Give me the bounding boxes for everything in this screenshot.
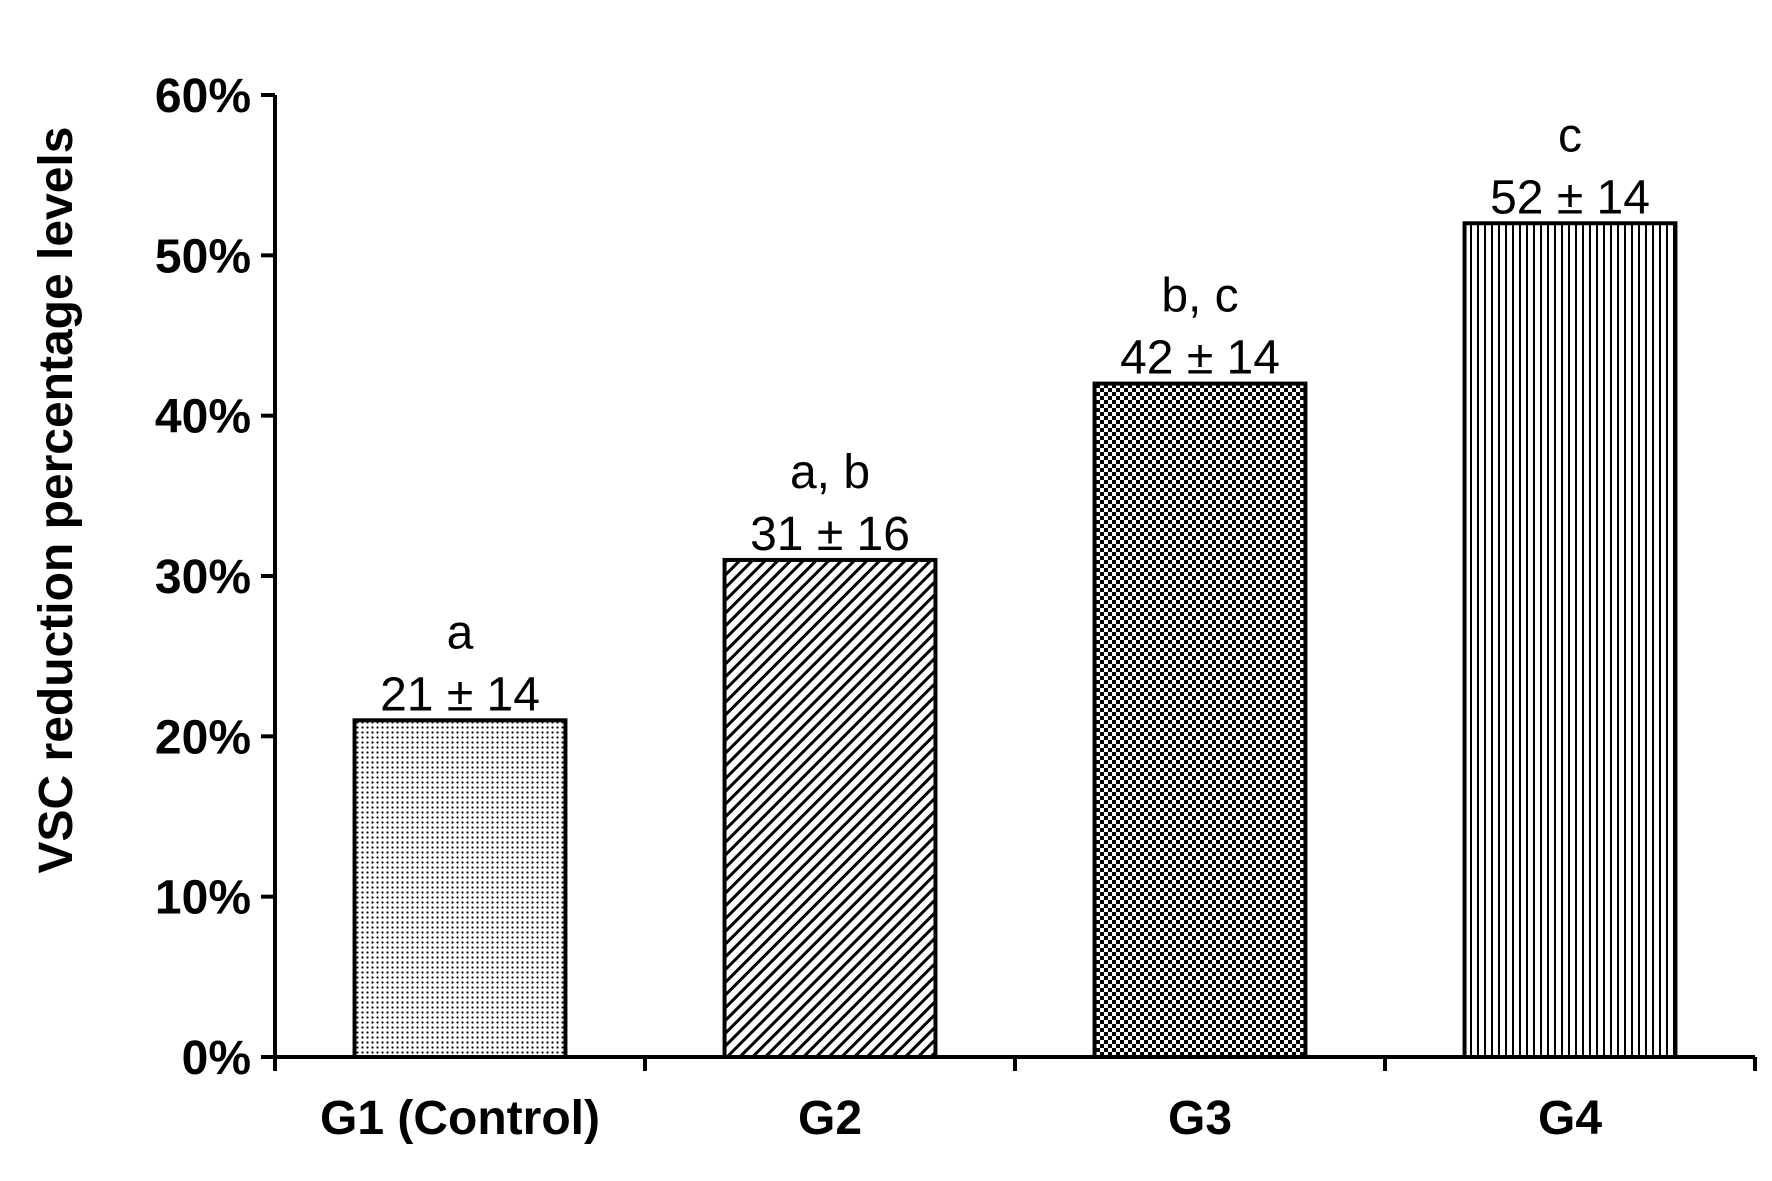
x-axis-ticks: G1 (Control) G2 G3 G4 — [273, 1057, 1757, 1145]
y-tick-label: 0% — [182, 1032, 251, 1085]
y-tick-label: 30% — [155, 551, 251, 604]
bar-1 — [352, 718, 568, 1059]
y-tick-label: 50% — [155, 230, 251, 283]
y-tick-label: 10% — [155, 872, 251, 925]
y-axis-ticks: 0% 10% 20% 30% 40% 50% 60% — [155, 70, 275, 1085]
x-tick-label: G4 — [1538, 1092, 1602, 1145]
y-tick-label: 40% — [155, 391, 251, 444]
significance-letter-2: a, b — [790, 446, 870, 499]
bar-4 — [1462, 221, 1678, 1059]
bar-3 — [1092, 381, 1308, 1060]
bar-value-label-3: 42 ± 14 — [1120, 332, 1280, 385]
significance-letter-4: c — [1558, 109, 1582, 162]
data-labels: 21 ± 14 a 31 ± 16 a, b 42 ± 14 b, c 52 ± 14 c — [380, 109, 1650, 721]
x-tick-label: G2 — [798, 1092, 862, 1145]
significance-letter-3: b, c — [1161, 270, 1238, 323]
y-tick-label: 60% — [155, 70, 251, 123]
bar-value-label-4: 52 ± 14 — [1490, 171, 1650, 224]
x-tick-label: G3 — [1168, 1092, 1232, 1145]
bar-value-label-2: 31 ± 16 — [750, 508, 910, 561]
y-axis-title: VSC reduction percentage levels — [30, 127, 83, 874]
significance-letter-1: a — [447, 606, 474, 659]
bar-2 — [722, 557, 938, 1059]
y-tick-label: 20% — [155, 711, 251, 764]
bars — [352, 221, 1678, 1060]
bar-value-label-1: 21 ± 14 — [380, 668, 540, 721]
x-tick-label: G1 (Control) — [320, 1092, 600, 1145]
